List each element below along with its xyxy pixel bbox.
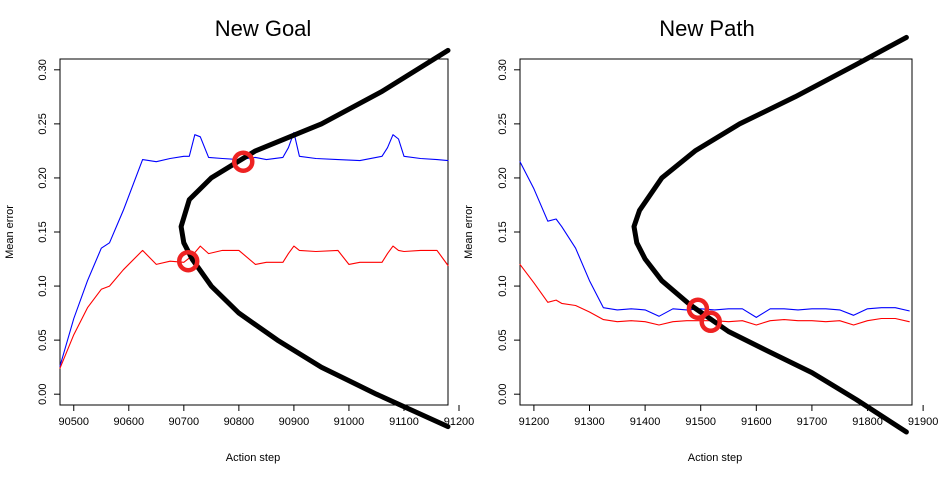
panel-new-path: New Path Action step Mean error 91200 913… xyxy=(463,16,938,464)
chart-title: New Path xyxy=(659,16,754,41)
x-axis-label: Action step xyxy=(226,452,280,464)
series-layer xyxy=(59,47,451,430)
y-tick-label: 0.15 xyxy=(37,221,49,242)
y-tick-label: 0.05 xyxy=(497,329,509,350)
y-axis-label: Mean error xyxy=(4,205,16,259)
y-tick-label: 0.15 xyxy=(497,221,509,242)
highlight-marker xyxy=(699,310,722,333)
x-tick-label: 91800 xyxy=(852,416,883,428)
red-line-series xyxy=(59,245,449,369)
red-line-series xyxy=(519,263,910,326)
x-tick-label: 91900 xyxy=(908,416,939,428)
y-tick-label: 0.10 xyxy=(37,275,49,296)
x-tick-label: 91100 xyxy=(389,416,419,428)
x-tick-label: 91300 xyxy=(574,416,605,428)
x-tick-label: 91200 xyxy=(444,416,475,428)
y-tick-label: 0.30 xyxy=(497,59,509,80)
x-axis-ticks: 90500 90600 90700 90800 90900 91000 91100 91200 xyxy=(58,405,474,428)
y-axis-ticks: 0.00 0.05 0.10 0.15 0.20 0.25 0.30 xyxy=(497,59,520,405)
plot-frame xyxy=(59,58,449,406)
series-layer xyxy=(519,34,910,435)
x-tick-label: 90700 xyxy=(169,416,200,428)
x-tick-label: 91400 xyxy=(630,416,661,428)
x-tick-label: 90900 xyxy=(279,416,310,428)
highlight-marker xyxy=(232,150,255,173)
x-tick-label: 91500 xyxy=(685,416,716,428)
highlight-marker xyxy=(686,297,710,321)
x-tick-label: 90500 xyxy=(58,416,89,428)
y-tick-label: 0.20 xyxy=(37,167,49,188)
y-axis-ticks: 0.00 0.05 0.10 0.15 0.20 0.25 0.30 xyxy=(37,59,60,405)
panel-new-goal: New Goal Action step Mean error 90500 906… xyxy=(4,16,474,464)
black-curve-series xyxy=(631,34,909,435)
y-tick-label: 0.25 xyxy=(37,113,49,134)
plot-frame xyxy=(519,58,913,406)
x-axis-label: Action step xyxy=(688,452,742,464)
y-axis-label: Mean error xyxy=(463,205,475,259)
marker-layer xyxy=(176,150,255,273)
x-tick-label: 91700 xyxy=(797,416,828,428)
y-tick-label: 0.00 xyxy=(37,383,49,404)
x-tick-label: 90800 xyxy=(224,416,255,428)
chart-title: New Goal xyxy=(215,16,312,41)
y-tick-label: 0.00 xyxy=(497,383,509,404)
y-tick-label: 0.25 xyxy=(497,113,509,134)
x-axis-ticks: 91200 91300 91400 91500 91600 91700 91800 91900 xyxy=(519,405,939,428)
y-tick-label: 0.05 xyxy=(37,329,49,350)
x-tick-label: 91600 xyxy=(741,416,772,428)
x-tick-label: 91200 xyxy=(519,416,550,428)
y-tick-label: 0.30 xyxy=(37,59,49,80)
y-tick-label: 0.20 xyxy=(497,167,509,188)
marker-layer xyxy=(686,297,722,333)
blue-line-series xyxy=(519,161,910,318)
blue-line-series xyxy=(59,131,449,367)
black-curve-series xyxy=(178,47,451,430)
x-tick-label: 91000 xyxy=(334,416,365,428)
x-tick-label: 90600 xyxy=(113,416,144,428)
y-tick-label: 0.10 xyxy=(497,275,509,296)
highlight-marker xyxy=(176,249,200,273)
